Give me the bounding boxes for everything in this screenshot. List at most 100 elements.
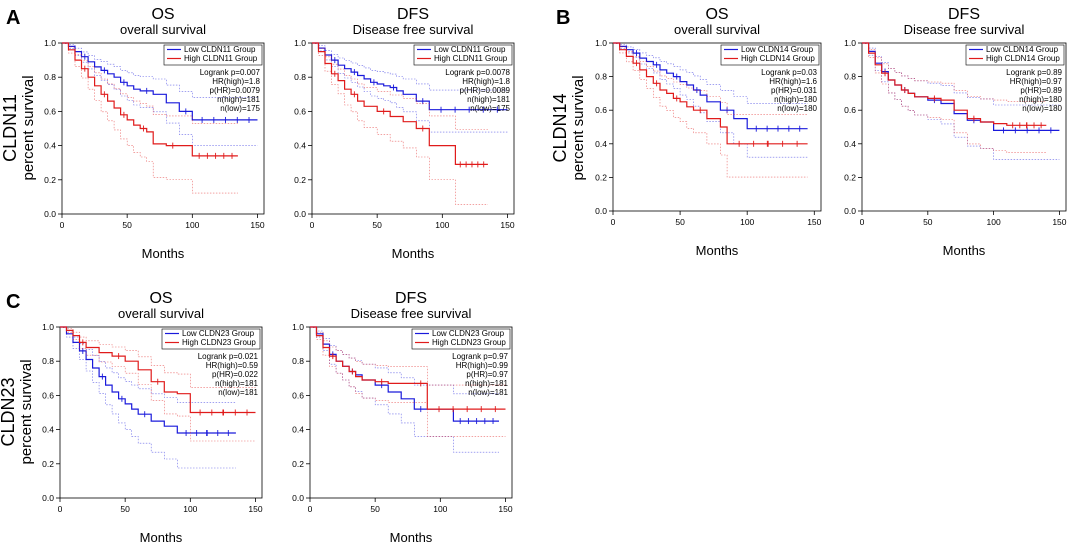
stat-line: n(high)=181 [215, 379, 258, 388]
y-tick-label: 0.2 [294, 175, 306, 185]
stat-line: p(HR)=0.89 [1020, 86, 1062, 95]
y-tick-label: 0.6 [44, 106, 56, 116]
x-tick-label: 150 [807, 217, 821, 227]
chart-title: OS [149, 290, 172, 307]
gene-label-cldn23: CLDN23 [0, 377, 18, 446]
y-tick-label: 0.2 [44, 175, 56, 185]
ylabel-cldn23: percent survival [18, 359, 35, 464]
high-ci-lower [861, 42, 1047, 153]
legend-box [413, 44, 513, 66]
x-axis-label: Months [142, 246, 185, 261]
x-tick-label: 0 [860, 217, 865, 227]
x-tick-label: 0 [58, 504, 63, 514]
stat-line: HR(high)=0.97 [1010, 77, 1063, 86]
y-tick-label: 1.0 [294, 38, 306, 48]
stat-line: HR(high)=1.8 [212, 77, 260, 86]
stat-line: n(low)=181 [468, 388, 508, 397]
stat-line: n(low)=180 [777, 104, 817, 113]
x-tick-label: 50 [120, 504, 130, 514]
y-tick-label: 0.4 [42, 425, 54, 435]
stat-line: n(low)=180 [1022, 104, 1062, 113]
legend-entry: Low CLDN11 Group [184, 45, 256, 54]
legend-entry: High CLDN23 Group [432, 338, 506, 347]
x-tick-label: 50 [923, 217, 933, 227]
stat-line: Logrank p=0.03 [761, 68, 817, 77]
panel-letter-c: C [6, 291, 20, 313]
gene-label-cldn14: CLDN14 [550, 93, 570, 162]
high-survival-curve [613, 42, 808, 145]
y-tick-label: 0.0 [844, 206, 856, 216]
stat-line: p(HR)=0.0079 [210, 86, 261, 95]
x-tick-label: 50 [370, 504, 380, 514]
legend-box [965, 44, 1065, 66]
y-tick-label: 0.8 [42, 356, 54, 366]
x-tick-label: 150 [500, 220, 514, 230]
legend-entry: High CLDN14 Group [986, 54, 1060, 63]
y-tick-label: 0.0 [44, 209, 56, 219]
stat-line: p(HR)=0.031 [771, 86, 818, 95]
x-tick-label: 100 [740, 217, 754, 227]
x-tick-label: 0 [60, 220, 65, 230]
stat-line: Logrank p=0.97 [452, 352, 508, 361]
stat-line: Logrank p=0.0078 [445, 68, 510, 77]
plot-frame [861, 42, 1067, 212]
stat-line: Logrank p=0.007 [200, 68, 261, 77]
x-tick-label: 150 [248, 504, 262, 514]
low-ci-lower [61, 42, 258, 146]
x-tick-label: 0 [308, 504, 313, 514]
y-tick-label: 0.2 [844, 172, 856, 182]
legend-box [411, 328, 511, 350]
y-tick-label: 0.2 [595, 172, 607, 182]
x-axis-label: Months [390, 530, 433, 545]
x-tick-label: 100 [435, 220, 449, 230]
x-axis-label: Months [943, 243, 986, 258]
stat-line: n(high)=181 [465, 379, 508, 388]
legend-entry: Low CLDN14 Group [741, 45, 814, 54]
y-tick-label: 0.6 [294, 106, 306, 116]
legend-box [163, 44, 263, 66]
high-ci-upper [613, 42, 808, 115]
chart-subtitle: Disease free survival [904, 22, 1025, 37]
y-tick-label: 0.0 [294, 209, 306, 219]
high-survival-curve [862, 42, 1047, 126]
y-tick-label: 0.2 [42, 459, 54, 469]
y-tick-label: 0.4 [595, 139, 607, 149]
chart-title: DFS [948, 6, 980, 23]
y-tick-label: 0.6 [844, 105, 856, 115]
y-tick-label: 0.0 [595, 206, 607, 216]
y-tick-label: 1.0 [844, 38, 856, 48]
stat-line: Logrank p=0.89 [1006, 68, 1062, 77]
plot-frame [309, 326, 513, 499]
chart-subtitle: Disease free survival [353, 22, 474, 37]
chart-subtitle: overall survival [674, 22, 760, 37]
chart-subtitle: Disease free survival [351, 306, 472, 321]
legend-entry: High CLDN14 Group [741, 54, 815, 63]
y-tick-label: 0.2 [292, 459, 304, 469]
y-tick-label: 0.4 [294, 141, 306, 151]
panel-letter-b: B [556, 7, 570, 29]
stat-line: HR(high)=0.99 [456, 361, 509, 370]
x-tick-label: 0 [310, 220, 315, 230]
y-tick-label: 1.0 [44, 38, 56, 48]
legend-box [720, 44, 820, 66]
chart-subtitle: overall survival [120, 22, 206, 37]
high-ci-lower [59, 326, 256, 442]
high-survival-curve [62, 42, 238, 157]
y-tick-label: 0.8 [292, 356, 304, 366]
y-tick-label: 0.8 [294, 72, 306, 82]
y-tick-label: 1.0 [595, 38, 607, 48]
stat-line: HR(high)=1.8 [462, 77, 510, 86]
x-axis-label: Months [696, 243, 739, 258]
low-ci-lower [861, 42, 1060, 160]
y-tick-label: 0.8 [44, 72, 56, 82]
stat-line: n(high)=181 [217, 95, 260, 104]
stat-line: n(low)=175 [220, 104, 260, 113]
y-tick-label: 0.6 [292, 390, 304, 400]
chart-title: OS [151, 6, 174, 23]
legend-entry: High CLDN11 Group [434, 54, 508, 63]
chart-title: OS [705, 6, 728, 23]
